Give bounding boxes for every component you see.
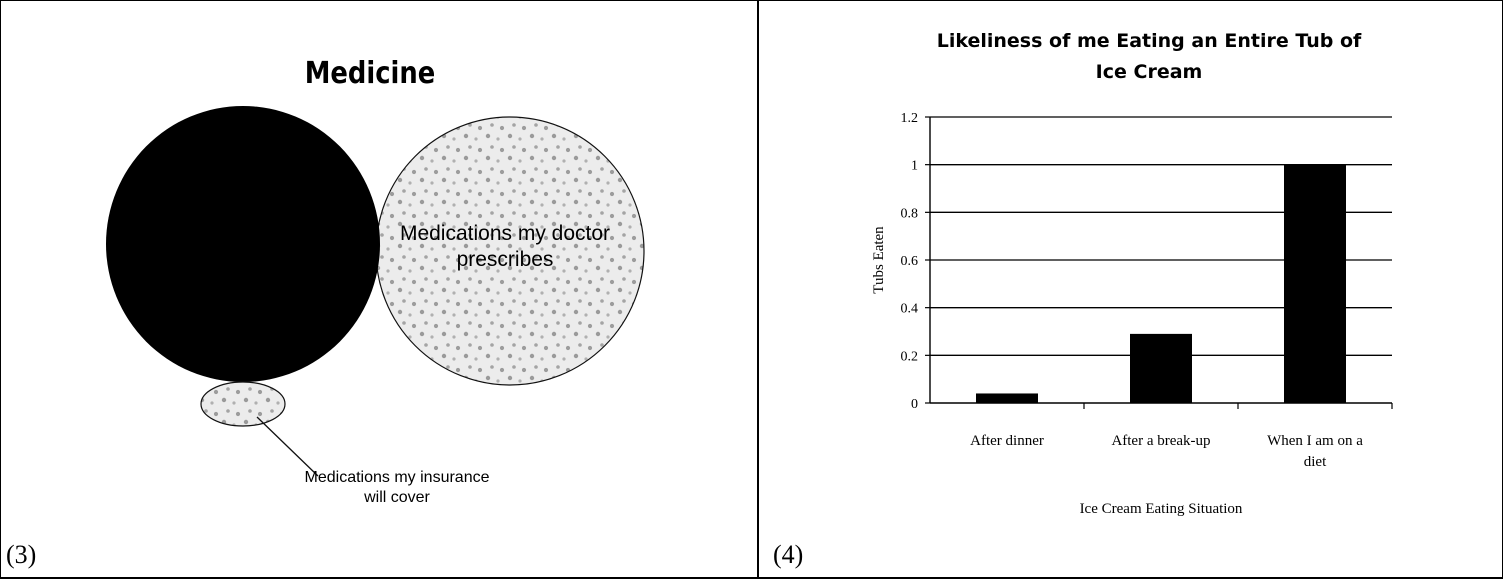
y-tick-label: 1 — [911, 159, 918, 174]
y-tick-label: 0.6 — [901, 254, 919, 269]
y-tick-label: 0.2 — [901, 349, 919, 364]
x-axis-title: Ice Cream Eating Situation — [1080, 501, 1243, 517]
panel-label-4: (4) — [773, 540, 804, 569]
x-tick-label: When I am on a — [1267, 433, 1363, 449]
chart-panel: Likeliness of me Eating an Entire Tub of… — [759, 0, 1503, 578]
large-black-circle — [106, 106, 380, 382]
callout-line — [256, 416, 319, 477]
dotted-circle-label: Medications my doctor prescribes — [399, 222, 611, 271]
venn-diagram — [106, 106, 645, 477]
venn-title: Medicine — [304, 56, 436, 91]
bar — [1284, 164, 1346, 403]
panel-divider — [757, 0, 759, 578]
bar-chart: 0 0.2 0.4 0.6 0.8 1 1.2 After dinner After a bre… — [871, 111, 1393, 517]
y-tick-label: 1.2 — [901, 111, 919, 126]
chart-title-line: Likeliness of me Eating an Entire Tub of — [936, 30, 1362, 52]
small-insurance-ellipse — [200, 381, 286, 427]
chart-title: Likeliness of me Eating an Entire Tub of… — [879, 26, 1419, 88]
y-tick-label: 0.8 — [901, 206, 919, 221]
venn-panel: Medicine Medications my doctor prescribe… — [6, 56, 645, 569]
x-tick-label: After a break-up — [1111, 433, 1210, 449]
y-tick-label: 0.4 — [901, 302, 919, 317]
panel-label-3: (3) — [6, 540, 37, 569]
bar — [1130, 333, 1192, 403]
callout-label: Medications my insurance will cover — [304, 469, 490, 506]
bar — [976, 393, 1038, 403]
x-tick-label: After dinner — [970, 433, 1044, 449]
chart-title-line: Ice Cream — [1095, 61, 1203, 83]
y-axis-title: Tubs Eaten — [871, 226, 887, 294]
y-tick-label: 0 — [911, 397, 918, 412]
x-tick-label: diet — [1304, 454, 1327, 470]
